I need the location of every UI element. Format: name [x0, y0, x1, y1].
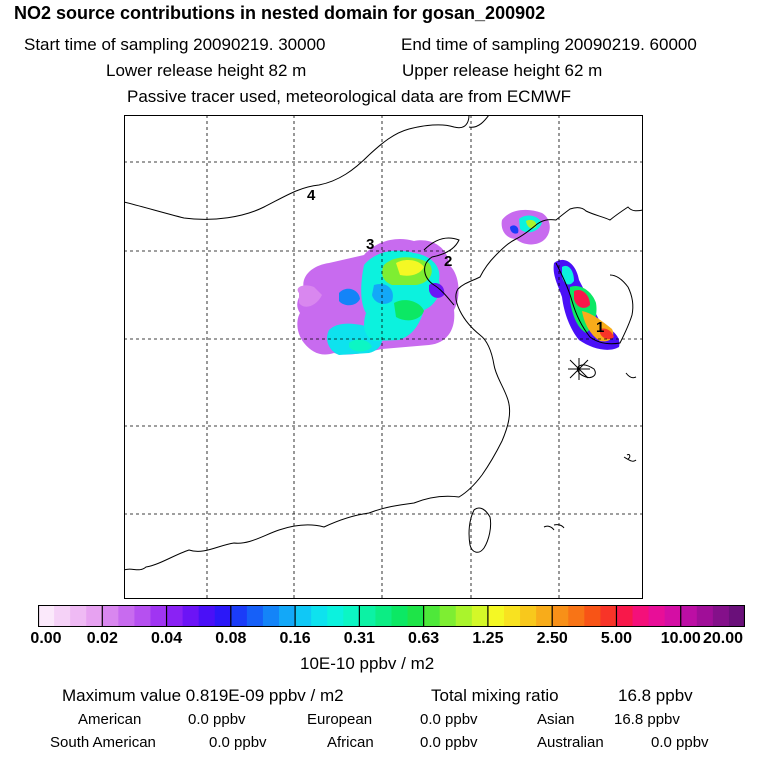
colorbar-tick-label: 10.00 — [660, 630, 701, 647]
colorbar-cell — [584, 605, 601, 627]
colorbar-cell — [343, 605, 360, 627]
source-label-4: 4 — [307, 187, 316, 204]
plume-region-main — [297, 238, 459, 355]
region-african-name: African — [327, 734, 374, 751]
colorbar-cell — [327, 605, 344, 627]
region-australian-name: Australian — [537, 734, 604, 751]
colorbar-cell — [54, 605, 71, 627]
colorbar-cell — [279, 605, 296, 627]
colorbar-cell — [423, 605, 441, 627]
region-american-value: 0.0 ppbv — [188, 711, 246, 728]
end-time-label: End time of sampling 20090219. 60000 — [401, 35, 697, 54]
colorbar-cell — [455, 605, 473, 627]
colorbar-cell — [680, 605, 698, 627]
colorbar-cell — [471, 605, 489, 627]
colorbar-cell — [359, 605, 376, 627]
region-south-american-name: South American — [50, 734, 156, 751]
colorbar-cell — [568, 605, 585, 627]
colorbar-cell — [600, 605, 617, 627]
region-african-value: 0.0 ppbv — [420, 734, 478, 751]
colorbar-cell — [503, 605, 521, 627]
colorbar — [37, 605, 746, 627]
colorbar-tick-label: 20.00 — [702, 630, 744, 647]
total-mixing-label: Total mixing ratio — [431, 686, 559, 705]
plume-region-korea — [553, 259, 620, 350]
colorbar-cell — [262, 605, 280, 627]
colorbar-cell — [712, 605, 730, 627]
colorbar-units: 10E-10 ppbv / m2 — [300, 654, 435, 673]
colorbar-cell — [118, 605, 135, 627]
colorbar-frame — [38, 605, 745, 627]
tracer-note: Passive tracer used, meteorological data… — [127, 87, 572, 106]
colorbar-cell — [166, 605, 184, 627]
colorbar-cell — [246, 605, 264, 627]
plume-region-north — [501, 209, 550, 245]
colorbar-cell — [696, 605, 714, 627]
max-value-label: Maximum value 0.819E-09 ppbv / m2 — [62, 686, 344, 705]
colorbar-tick-label: 0.04 — [150, 630, 183, 647]
colorbar-cell — [487, 605, 505, 627]
colorbar-cell — [134, 605, 151, 627]
colorbar-cell — [198, 605, 216, 627]
total-mixing-value: 16.8 ppbv — [618, 686, 693, 705]
colorbar-cell — [632, 605, 650, 627]
colorbar-cell — [664, 605, 682, 627]
map-panel: 1 2 3 4 — [124, 115, 643, 599]
colorbar-cell — [70, 605, 87, 627]
region-european-value: 0.0 ppbv — [420, 711, 478, 728]
colorbar-cell — [295, 605, 312, 627]
coastlines — [124, 115, 643, 571]
colorbar-cell — [520, 605, 537, 627]
receptor-marker — [568, 358, 590, 380]
colorbar-cell — [230, 605, 248, 627]
colorbar-tick-label: 5.00 — [600, 630, 633, 647]
colorbar-tick-label: 0.08 — [215, 630, 247, 647]
colorbar-tick-label: 0.16 — [279, 630, 311, 647]
source-label-3: 3 — [366, 236, 374, 253]
colorbar-cell — [86, 605, 103, 627]
upper-release-label: Upper release height 62 m — [402, 61, 603, 80]
colorbar-cell — [182, 605, 200, 627]
colorbar-cell — [38, 605, 55, 627]
colorbar-cell — [552, 605, 569, 627]
region-south-american-value: 0.0 ppbv — [209, 734, 267, 751]
graticule — [124, 115, 643, 599]
colorbar-svg — [37, 605, 746, 627]
region-european-name: European — [307, 711, 373, 728]
colorbar-cell — [439, 605, 457, 627]
colorbar-cell — [102, 605, 119, 627]
region-asian-name: Asian — [537, 711, 575, 728]
map-frame — [124, 115, 643, 599]
colorbar-tick-label: 2.50 — [536, 630, 568, 647]
lower-release-label: Lower release height 82 m — [106, 61, 307, 80]
colorbar-tick-label: 0.63 — [408, 630, 440, 647]
region-american-name: American — [78, 711, 142, 728]
region-asian-value: 16.8 ppbv — [614, 711, 680, 728]
colorbar-cell — [391, 605, 409, 627]
colorbar-cell — [648, 605, 666, 627]
colorbar-cell — [311, 605, 328, 627]
source-label-2: 2 — [444, 253, 452, 270]
source-label-1: 1 — [596, 319, 604, 336]
colorbar-tick-label: 1.25 — [472, 630, 504, 647]
colorbar-tick-label: 0.00 — [30, 630, 62, 647]
colorbar-tick-label: 0.31 — [343, 630, 375, 647]
colorbar-cell — [407, 605, 425, 627]
region-australian-value: 0.0 ppbv — [651, 734, 709, 751]
colorbar-cell — [214, 605, 232, 627]
colorbar-tick-label: 0.02 — [86, 630, 118, 647]
colorbar-cell — [150, 605, 168, 627]
colorbar-cell — [536, 605, 553, 627]
colorbar-cell — [728, 605, 746, 627]
colorbar-cell — [375, 605, 392, 627]
start-time-label: Start time of sampling 20090219. 30000 — [24, 35, 326, 54]
page-title: NO2 source contributions in nested domai… — [14, 3, 546, 23]
colorbar-cell — [616, 605, 634, 627]
